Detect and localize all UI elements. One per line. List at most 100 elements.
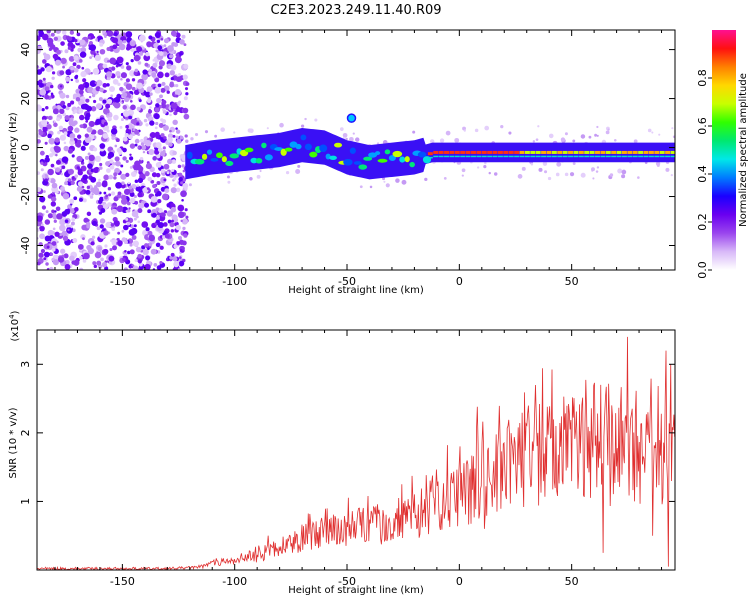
noise-mark — [41, 115, 47, 121]
noise-mark — [99, 48, 106, 55]
noise-mark — [60, 186, 65, 191]
noise-mark — [166, 210, 173, 217]
noise-mark — [145, 51, 150, 57]
noise-mark — [70, 78, 74, 82]
noise-mark — [39, 88, 47, 96]
noise-mark — [121, 181, 125, 186]
noise-mark — [141, 73, 149, 81]
noise-mark — [180, 190, 187, 198]
noise-mark — [176, 241, 181, 246]
noise-mark — [134, 129, 140, 135]
noise-mark — [65, 94, 70, 99]
colorbar-tick-label: 0.0 — [696, 261, 709, 279]
colorbar-gradient — [712, 30, 736, 270]
noise-mark — [178, 256, 182, 259]
noise-mark — [178, 239, 185, 245]
y-tick-label: -20 — [19, 188, 32, 206]
halo-mark — [266, 127, 269, 130]
noise-mark — [103, 191, 107, 195]
noise-mark — [128, 207, 131, 210]
noise-mark — [160, 133, 165, 138]
noise-mark — [92, 167, 99, 174]
noise-mark — [42, 59, 47, 64]
noise-mark — [78, 59, 83, 63]
noise-mark — [52, 227, 56, 231]
noise-mark — [140, 142, 145, 146]
noise-mark — [90, 241, 95, 246]
noise-mark — [88, 120, 95, 128]
noise-mark — [59, 85, 63, 88]
noise-mark — [131, 78, 136, 82]
noise-mark — [137, 61, 142, 65]
noise-mark — [87, 163, 93, 170]
noise-mark — [47, 229, 55, 237]
noise-mark — [40, 67, 45, 72]
noise-mark — [104, 244, 108, 248]
noise-mark — [76, 64, 81, 70]
noise-mark — [84, 133, 89, 138]
noise-mark — [183, 233, 188, 238]
noise-mark — [114, 156, 120, 162]
noise-mark — [44, 94, 50, 100]
noise-mark — [67, 228, 70, 232]
halo-mark — [297, 164, 301, 168]
noise-mark — [134, 179, 139, 184]
noise-mark — [155, 207, 160, 212]
noise-mark — [91, 93, 96, 98]
noise-mark — [88, 41, 93, 46]
noise-mark — [125, 217, 129, 221]
ridge-blob — [353, 161, 362, 165]
noise-mark — [61, 165, 66, 170]
noise-mark — [157, 71, 164, 79]
noise-mark — [115, 181, 122, 189]
ridge-blob — [384, 149, 391, 155]
noise-mark — [155, 242, 161, 248]
noise-mark — [162, 146, 166, 150]
noise-mark — [181, 198, 184, 202]
noise-mark — [85, 98, 90, 103]
noise-mark — [130, 227, 138, 235]
noise-mark — [91, 193, 94, 196]
noise-mark — [114, 144, 118, 148]
noise-mark — [60, 100, 66, 106]
y-tick-label: 2 — [19, 429, 32, 436]
ridge-blob — [304, 143, 312, 151]
noise-mark — [148, 149, 155, 155]
noise-mark — [116, 205, 124, 213]
halo-mark — [348, 136, 354, 142]
y-tick-label: 1 — [19, 498, 32, 505]
halo-mark — [594, 133, 598, 137]
noise-mark — [80, 145, 86, 151]
noise-mark — [170, 206, 177, 213]
noise-mark — [106, 129, 110, 133]
noise-mark — [144, 263, 151, 270]
noise-mark — [149, 106, 152, 109]
halo-mark — [580, 172, 586, 178]
spectrogram-panel: -150 -100 -50 0 50 -40 -20 0 20 40 Height of stra… — [8, 29, 676, 296]
noise-mark — [156, 190, 162, 197]
noise-mark — [68, 56, 75, 62]
noise-mark — [79, 51, 87, 58]
noise-mark — [51, 241, 57, 246]
noise-mark — [130, 104, 136, 111]
noise-mark — [125, 124, 129, 129]
halo-mark — [671, 127, 674, 130]
noise-mark — [69, 198, 75, 204]
noise-mark — [141, 245, 146, 250]
noise-mark — [169, 222, 175, 228]
noise-mark — [99, 162, 103, 167]
noise-mark — [37, 35, 41, 41]
noise-mark — [170, 64, 177, 71]
noise-mark — [75, 79, 80, 83]
noise-mark — [37, 187, 42, 192]
ridge-blob — [358, 164, 368, 170]
noise-mark — [155, 103, 160, 108]
noise-mark — [73, 109, 78, 114]
noise-mark — [99, 143, 106, 149]
noise-mark — [47, 115, 53, 121]
spectrogram-xlabel: Height of straight line (km) — [288, 285, 424, 296]
noise-mark — [152, 184, 157, 189]
noise-mark — [98, 178, 101, 182]
halo-mark — [647, 128, 652, 133]
noise-mark — [87, 35, 92, 40]
